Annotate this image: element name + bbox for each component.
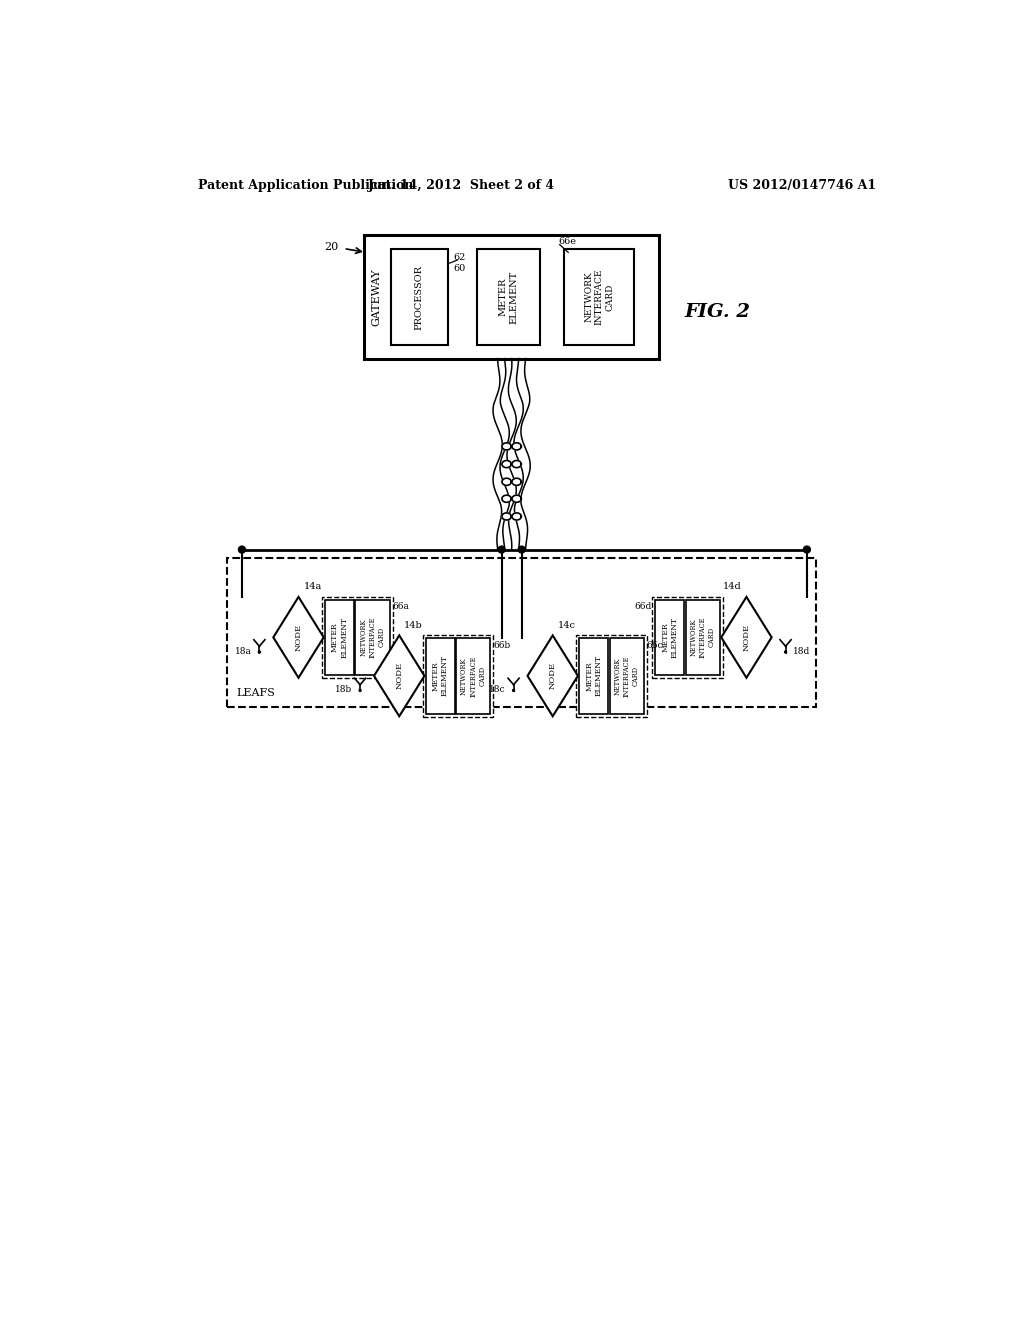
Text: Patent Application Publication: Patent Application Publication [198,178,414,191]
Text: NETWORK
INTERFACE
CARD: NETWORK INTERFACE CARD [585,269,614,325]
Circle shape [513,689,515,692]
Circle shape [518,546,525,553]
Bar [323,597,392,678]
Polygon shape [512,442,521,450]
Text: NODE: NODE [295,624,302,651]
Circle shape [804,546,810,553]
Text: NODE: NODE [549,663,557,689]
Text: NETWORK
INTERFACE
CARD: NETWORK INTERFACE CARD [359,616,386,659]
Text: 18b: 18b [335,685,352,694]
Bar [564,249,634,345]
Text: NODE: NODE [742,624,751,651]
Text: 66e: 66e [558,238,577,246]
Bar [609,638,644,714]
Text: NETWORK
INTERFACE
CARD: NETWORK INTERFACE CARD [689,616,716,659]
Text: METER
ELEMENT: METER ELEMENT [331,616,348,657]
Text: GATEWAY: GATEWAY [372,268,382,326]
Polygon shape [374,635,424,717]
Polygon shape [502,495,511,503]
Polygon shape [512,461,521,467]
Text: 62: 62 [454,253,466,263]
Text: NETWORK
INTERFACE
CARD: NETWORK INTERFACE CARD [613,655,640,697]
Bar [423,635,494,717]
Polygon shape [721,597,772,677]
Bar [391,249,449,345]
Text: LEAFS: LEAFS [237,688,275,698]
Text: 18d: 18d [794,647,811,656]
Bar [326,599,354,675]
Text: 14b: 14b [403,620,423,630]
Text: PROCESSOR: PROCESSOR [415,264,424,330]
Polygon shape [273,597,324,677]
Bar [652,597,723,678]
Polygon shape [502,478,511,486]
Text: 60: 60 [454,264,466,273]
Circle shape [239,546,246,553]
Text: 66a: 66a [392,602,410,611]
Circle shape [258,651,260,653]
Polygon shape [527,635,578,717]
Bar [457,638,490,714]
Text: METER
ELEMENT: METER ELEMENT [432,655,449,697]
Polygon shape [512,495,521,503]
Circle shape [359,689,361,692]
Text: METER
ELEMENT: METER ELEMENT [499,271,518,323]
Bar [686,599,720,675]
Bar [227,558,816,706]
Polygon shape [502,442,511,450]
Polygon shape [502,461,511,467]
Polygon shape [512,478,521,486]
Text: METER
ELEMENT: METER ELEMENT [662,616,678,657]
Text: 66d: 66d [634,602,651,611]
Bar [355,599,389,675]
Text: FIG. 2: FIG. 2 [684,304,750,321]
Bar [655,599,684,675]
Text: 66b: 66b [494,640,511,649]
Circle shape [498,546,505,553]
Text: 20: 20 [325,242,339,252]
Bar [426,638,455,714]
Bar [477,249,541,345]
Text: NODE: NODE [395,663,403,689]
Text: 66c: 66c [647,640,664,649]
Text: Jun. 14, 2012  Sheet 2 of 4: Jun. 14, 2012 Sheet 2 of 4 [368,178,555,191]
Polygon shape [512,513,521,520]
Circle shape [784,651,786,653]
Text: US 2012/0147746 A1: US 2012/0147746 A1 [728,178,877,191]
Bar [365,235,658,359]
Polygon shape [502,513,511,520]
Text: NETWORK
INTERFACE
CARD: NETWORK INTERFACE CARD [460,655,486,697]
Bar [580,638,608,714]
Text: 18c: 18c [489,685,506,694]
Bar [577,635,647,717]
Text: 14a: 14a [303,582,322,591]
Text: 14c: 14c [558,620,575,630]
Text: METER
ELEMENT: METER ELEMENT [585,655,602,697]
Text: 14d: 14d [723,582,741,591]
Text: 18a: 18a [234,647,252,656]
